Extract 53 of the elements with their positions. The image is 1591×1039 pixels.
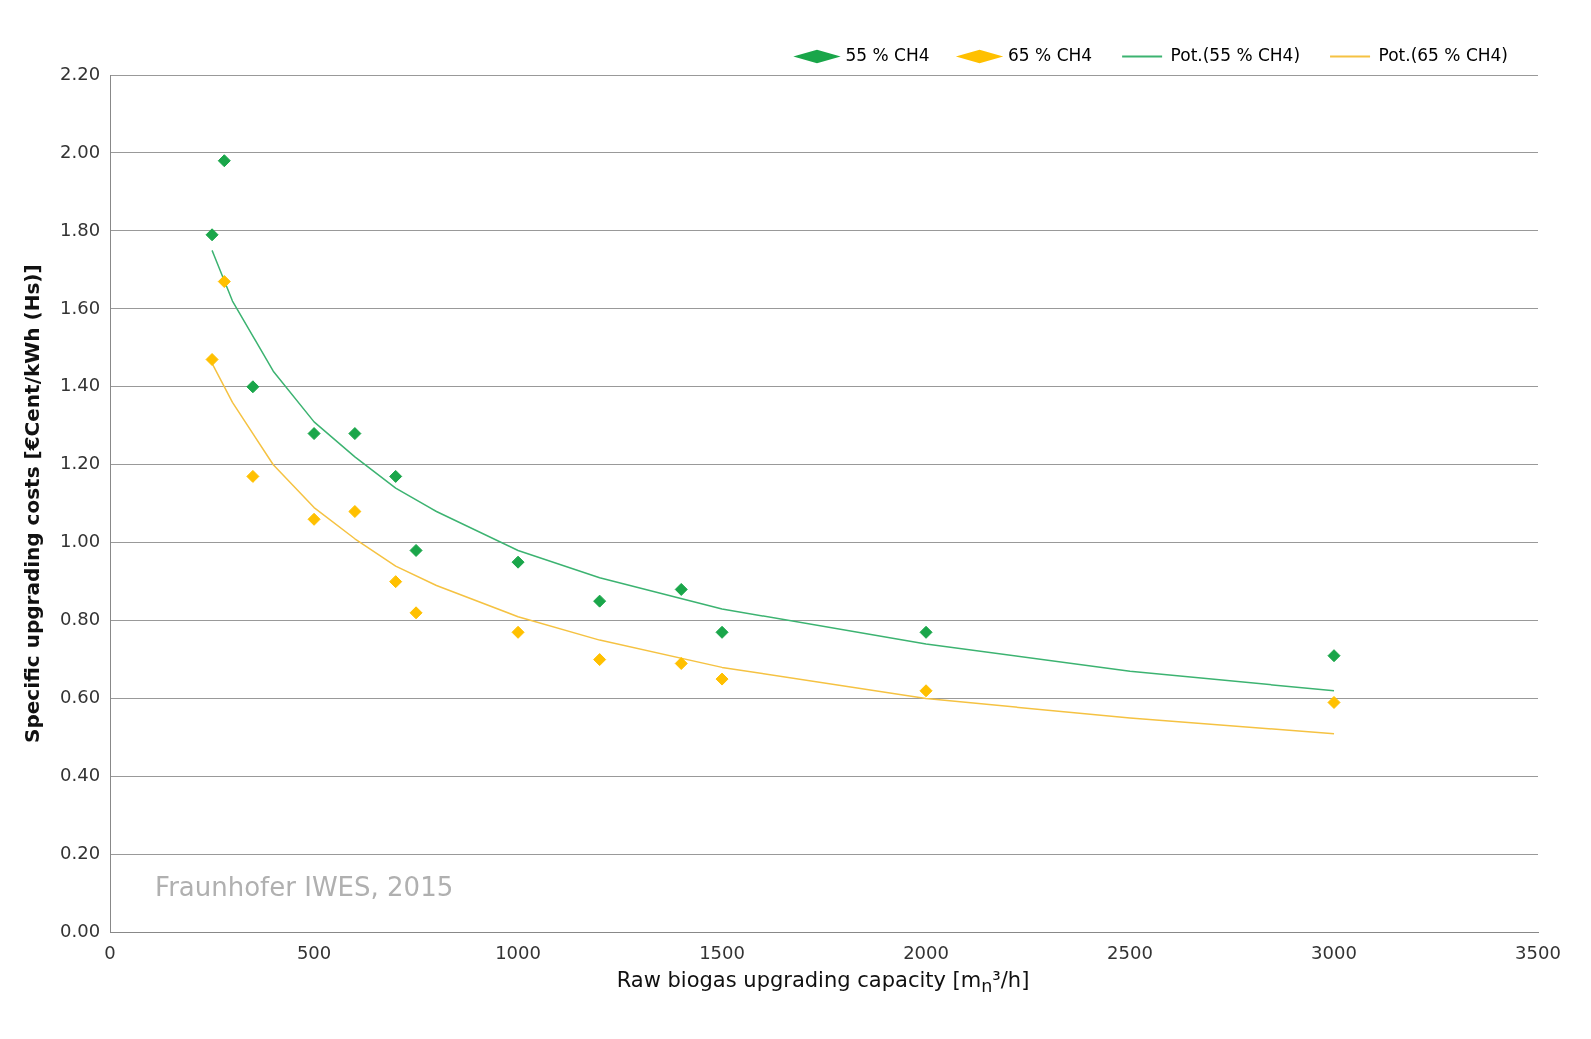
point	[246, 380, 260, 394]
y-tick-label: 1.60	[60, 296, 101, 318]
point	[715, 625, 729, 639]
y-tick-label: 1.00	[60, 530, 101, 552]
point	[389, 469, 403, 483]
point	[674, 656, 688, 670]
point	[348, 427, 362, 441]
point	[205, 353, 219, 366]
x-tick-label: 500	[296, 941, 332, 963]
x-axis-title: Raw biogas upgrading capacity [m$_{n}$³/h]	[615, 968, 1031, 997]
y-tick-label: 1.40	[60, 374, 101, 396]
point	[593, 653, 607, 667]
y-tick-label: 2.20	[60, 62, 101, 84]
point	[593, 594, 607, 608]
y-axis-title: Specific upgrading costs [€Cent/kWh (Hs)]	[20, 264, 45, 743]
point	[205, 228, 219, 242]
point	[246, 469, 260, 483]
x-tick-label: 1500	[699, 941, 745, 963]
x-tick-label: 1000	[495, 941, 541, 963]
point	[348, 505, 362, 518]
point	[919, 684, 933, 698]
y-tick-label: 0.40	[60, 764, 101, 786]
point	[674, 582, 688, 596]
point	[217, 154, 231, 168]
point	[511, 625, 525, 639]
point	[307, 427, 321, 441]
y-tick-label: 0.20	[60, 842, 101, 864]
point	[217, 275, 231, 289]
point	[919, 625, 933, 639]
x-tick-label: 3500	[1515, 941, 1561, 963]
legend-label: Pot.(65 % CH4)	[1378, 44, 1509, 65]
point	[715, 672, 729, 686]
y-tick-label: 1.20	[60, 452, 101, 474]
x-tick-label: 0	[104, 941, 116, 963]
annotation: Fraunhofer IWES, 2015	[155, 872, 454, 903]
y-tick-label: 1.80	[60, 218, 101, 240]
point	[389, 575, 403, 589]
point	[1327, 695, 1341, 709]
x-tick-label: 2000	[903, 941, 949, 963]
point	[1327, 649, 1341, 663]
x-tick-label: 3000	[1311, 941, 1357, 963]
point	[307, 512, 321, 526]
y-tick-label: 0.80	[60, 608, 101, 630]
point	[409, 606, 423, 620]
y-tick-label: 0.60	[60, 686, 101, 708]
legend-label: Pot.(55 % CH4)	[1170, 44, 1301, 65]
legend-label: 55 % CH4	[845, 44, 930, 65]
point	[409, 543, 423, 557]
x-tick-label: 2500	[1107, 941, 1153, 963]
point	[511, 555, 525, 569]
y-tick-label: 2.00	[60, 140, 101, 162]
legend-label: 65 % CH4	[1008, 44, 1093, 65]
y-tick-label: 0.00	[60, 920, 101, 942]
